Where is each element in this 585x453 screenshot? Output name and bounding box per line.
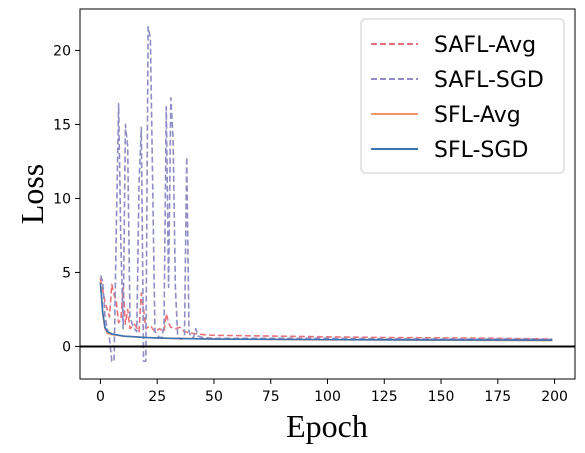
y-axis: 0 5 10 15 20 <box>53 43 80 355</box>
legend-box <box>360 18 565 174</box>
x-tick-label: 200 <box>541 389 568 405</box>
legend-label-sfl-avg: SFL-Avg <box>434 103 521 128</box>
x-tick-label: 50 <box>205 389 223 405</box>
y-tick-label: 20 <box>53 43 71 59</box>
x-tick-label: 150 <box>428 389 455 405</box>
x-tick-label: 125 <box>371 389 398 405</box>
legend-label-sfl-sgd: SFL-SGD <box>434 138 528 163</box>
series-line-sfl-sgd <box>99 282 553 342</box>
y-tick-label: 5 <box>62 265 71 281</box>
x-tick-label: 75 <box>262 389 280 405</box>
y-tick-label: 10 <box>53 191 71 207</box>
x-tick-label: 100 <box>314 389 341 405</box>
series-line-safl-avg <box>99 278 553 340</box>
y-axis-title: Loss <box>14 164 50 224</box>
x-tick-label: 175 <box>484 389 511 405</box>
series-line-sfl-avg <box>99 281 553 342</box>
legend-label-safl-avg: SAFL-Avg <box>434 33 536 58</box>
x-tick-label: 0 <box>96 389 105 405</box>
y-tick-label: 0 <box>62 339 71 355</box>
series-layer <box>99 25 553 363</box>
y-tick-label: 15 <box>53 117 71 133</box>
series-line-safl-sgd <box>99 25 553 363</box>
x-tick-label: 25 <box>148 389 166 405</box>
legend: SAFL-Avg SAFL-SGD SFL-Avg SFL-SGD <box>360 18 565 174</box>
x-axis-title: Epoch <box>286 408 368 444</box>
legend-label-safl-sgd: SAFL-SGD <box>434 68 544 93</box>
x-axis: 0 25 50 75 100 125 150 175 200 <box>96 379 568 405</box>
